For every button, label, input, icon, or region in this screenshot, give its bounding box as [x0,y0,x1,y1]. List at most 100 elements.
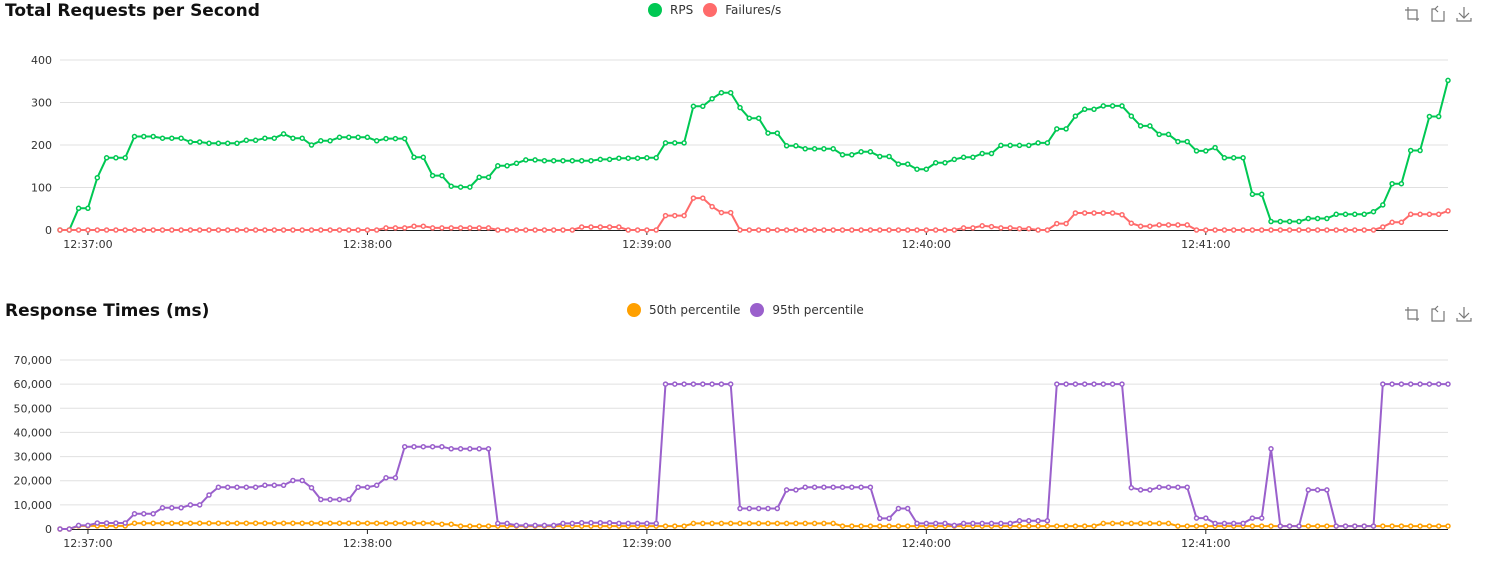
zoom-icon[interactable] [1403,305,1421,323]
data-point[interactable] [1137,520,1144,527]
data-point[interactable] [113,155,119,161]
data-point[interactable] [85,522,91,529]
data-point[interactable] [569,157,576,164]
data-point[interactable] [1203,148,1209,154]
data-point[interactable] [1333,211,1339,218]
data-point[interactable] [94,227,101,233]
data-point[interactable] [895,161,902,167]
data-point[interactable] [821,146,827,152]
data-point[interactable] [793,143,799,149]
data-point[interactable] [383,225,389,231]
data-point[interactable] [187,139,194,145]
data-point[interactable] [904,161,911,167]
data-point[interactable] [998,142,1004,149]
data-point[interactable] [373,227,380,233]
data-point[interactable] [215,520,222,526]
data-point[interactable] [467,523,473,529]
data-point[interactable] [1165,222,1172,228]
data-point[interactable] [1165,131,1172,138]
data-point[interactable] [1305,215,1312,222]
data-point[interactable] [1203,523,1209,529]
data-point[interactable] [914,520,920,527]
data-point[interactable] [849,152,855,158]
data-point[interactable] [932,520,939,527]
data-point[interactable] [1109,210,1116,216]
data-point[interactable] [336,134,343,141]
data-point[interactable] [103,520,110,526]
data-point[interactable] [839,484,846,490]
data-point[interactable] [299,227,305,233]
data-point[interactable] [457,523,464,529]
data-point[interactable] [1147,123,1153,129]
data-point[interactable] [1389,180,1395,187]
data-point[interactable] [1119,381,1125,387]
data-point[interactable] [1100,210,1107,216]
data-point[interactable] [336,227,343,233]
data-point[interactable] [523,157,529,163]
data-point[interactable] [597,519,604,526]
data-point[interactable] [811,484,818,490]
data-point[interactable] [1230,227,1237,233]
data-point[interactable] [1445,523,1451,529]
data-point[interactable] [1240,227,1246,233]
data-point[interactable] [578,224,585,230]
data-point[interactable] [1156,484,1162,490]
data-point[interactable] [541,157,548,164]
data-point[interactable] [401,225,408,231]
data-point[interactable] [1230,155,1237,161]
data-point[interactable] [318,520,324,526]
data-point[interactable] [420,154,427,161]
data-point[interactable] [355,227,361,233]
data-point[interactable] [457,446,464,452]
data-point[interactable] [1119,520,1125,527]
data-point[interactable] [1258,191,1265,198]
data-point[interactable] [1268,218,1274,225]
data-point[interactable] [523,522,529,529]
data-point[interactable] [550,157,557,164]
data-point[interactable] [923,520,930,527]
data-point[interactable] [653,520,659,527]
data-point[interactable] [1035,523,1041,529]
data-point[interactable] [504,520,510,527]
data-point[interactable] [867,149,874,155]
data-point[interactable] [746,520,753,527]
data-point[interactable] [122,155,128,161]
data-point[interactable] [616,224,622,230]
data-point[interactable] [485,446,492,452]
data-point[interactable] [1352,523,1358,529]
data-point[interactable] [1147,223,1153,229]
data-point[interactable] [672,381,678,387]
data-point[interactable] [364,520,371,526]
data-point[interactable] [1268,446,1274,452]
data-point[interactable] [765,227,771,233]
data-point[interactable] [392,475,399,481]
data-point[interactable] [439,225,445,231]
data-point[interactable] [1137,487,1144,493]
data-point[interactable] [1035,140,1041,146]
data-point[interactable] [448,183,454,189]
data-point[interactable] [1407,381,1414,387]
data-point[interactable] [327,496,333,503]
data-point[interactable] [234,140,240,147]
data-point[interactable] [1445,208,1451,214]
data-point[interactable] [653,227,659,233]
data-point[interactable] [485,174,492,181]
data-point[interactable] [1380,523,1386,529]
data-point[interactable] [1258,515,1265,521]
data-point[interactable] [774,227,781,233]
data-point[interactable] [569,227,576,233]
data-point[interactable] [802,146,808,152]
data-point[interactable] [364,227,371,233]
data-point[interactable] [1175,523,1181,529]
data-point[interactable] [1286,218,1293,225]
data-point[interactable] [196,139,203,145]
data-point[interactable] [1435,523,1442,529]
data-point[interactable] [1398,381,1405,387]
data-point[interactable] [1081,381,1088,387]
data-point[interactable] [1389,219,1395,226]
data-point[interactable] [811,520,818,527]
data-point[interactable] [783,227,790,233]
data-point[interactable] [280,227,287,233]
data-point[interactable] [485,523,492,529]
data-point[interactable] [94,174,101,181]
